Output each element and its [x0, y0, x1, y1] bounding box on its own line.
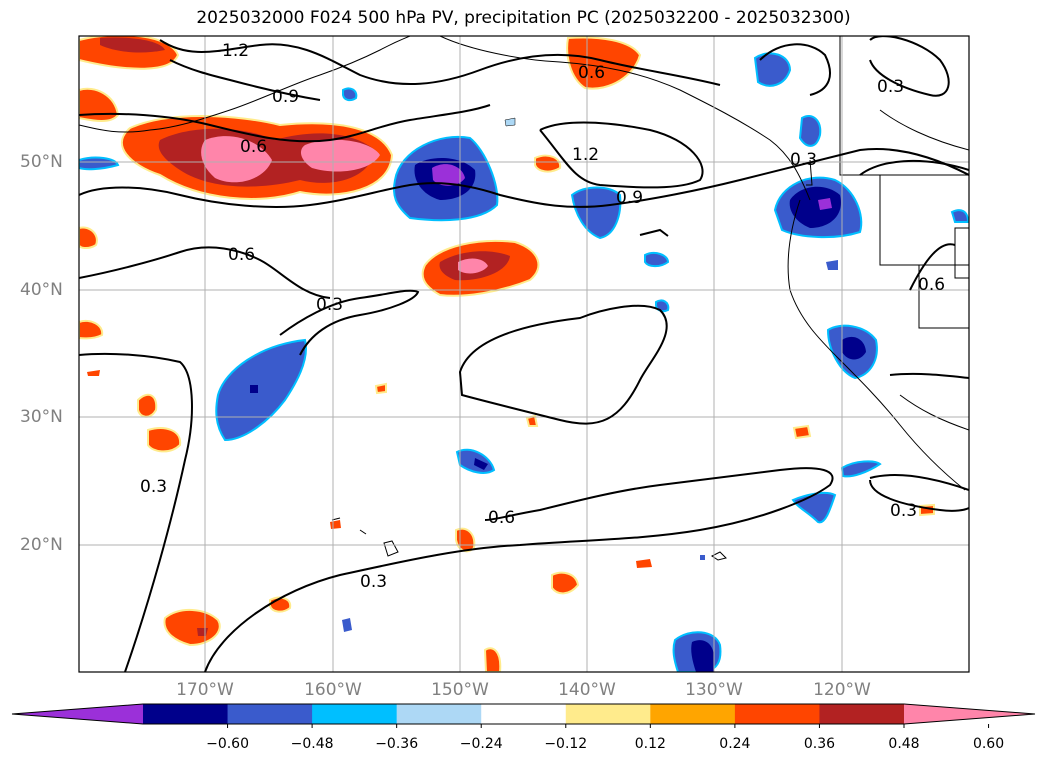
colorbar-tick-label: −0.36 — [375, 736, 419, 752]
contour-label: 0.3 — [877, 77, 904, 97]
contour-label: 0.3 — [360, 572, 387, 592]
colorbar-outline — [11, 703, 1036, 725]
colorbar-tick-label: −0.48 — [290, 736, 334, 752]
precip-negative-areas — [79, 52, 969, 672]
contour-label: 1.2 — [222, 41, 249, 61]
contour-label: 0.6 — [578, 63, 605, 83]
lat-label-20n: 20°N — [20, 535, 63, 555]
colorbar-tick-label: 0.24 — [719, 736, 751, 752]
precip-positive-areas — [79, 36, 935, 672]
contour-label: 0.3 — [140, 477, 167, 497]
contour-label: 0.9 — [272, 87, 299, 107]
map-area: 1.2 0.9 0.6 1.2 0.9 0.6 0.3 0.6 0.3 0.6 … — [78, 35, 970, 673]
colorbar-segment — [143, 704, 229, 724]
contour-label: 0.6 — [918, 275, 945, 295]
gridlines — [79, 36, 969, 672]
lat-label-30n: 30°N — [20, 407, 63, 427]
contour-label: 0.9 — [616, 188, 643, 208]
lon-label-130w: 130°W — [685, 680, 743, 700]
colorbar-tick-label: −0.60 — [206, 736, 249, 752]
colorbar-segment — [819, 704, 905, 724]
colorbar-extend-min — [12, 704, 143, 724]
colorbar-tick-label: 0.60 — [972, 736, 1005, 752]
contour-label: 1.2 — [572, 145, 599, 165]
coastlines — [79, 36, 969, 561]
contour-label: 0.3 — [790, 150, 817, 170]
lat-label-50n: 50°N — [20, 152, 63, 172]
colorbar-segment — [565, 704, 651, 724]
colorbar-segment — [312, 704, 398, 724]
lat-label-40n: 40°N — [20, 280, 63, 300]
lon-label-170w: 170°W — [176, 680, 234, 700]
colorbar-segment — [396, 704, 482, 724]
lon-label-140w: 140°W — [558, 680, 616, 700]
colorbar-tick-label: 0.48 — [888, 736, 920, 752]
map-title: 2025032000 F024 500 hPa PV, precipitatio… — [196, 8, 851, 28]
contour-label: 0.6 — [488, 508, 515, 528]
lon-label-150w: 150°W — [431, 680, 489, 700]
contour-label: 0.3 — [890, 501, 917, 521]
lon-label-120w: 120°W — [813, 680, 871, 700]
contour-label: 0.3 — [316, 295, 343, 315]
pv-contours — [79, 36, 969, 672]
colorbar — [11, 703, 1036, 728]
colorbar-tick-label: −0.12 — [544, 736, 588, 752]
colorbar-segment — [481, 704, 567, 724]
lon-label-160w: 160°W — [304, 680, 362, 700]
colorbar-segment — [734, 704, 820, 724]
colorbar-segment — [227, 704, 313, 724]
colorbar-tick-label: −0.24 — [459, 736, 503, 752]
map-frame — [78, 35, 970, 673]
colorbar-tick-label: 0.36 — [803, 736, 836, 752]
colorbar-extend-max — [904, 704, 1035, 724]
contour-label: 0.6 — [240, 137, 267, 157]
contour-label: 0.6 — [228, 245, 255, 265]
colorbar-segment — [650, 704, 736, 724]
colorbar-tick-label: 0.12 — [634, 736, 666, 752]
